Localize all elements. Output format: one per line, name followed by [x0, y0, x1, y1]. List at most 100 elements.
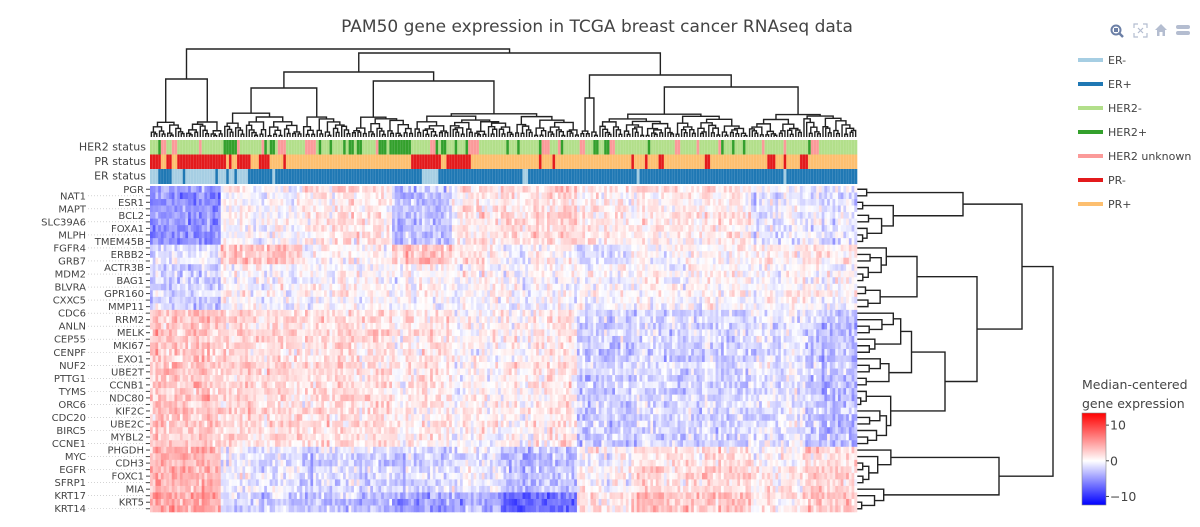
heatmap-cell[interactable]	[413, 238, 417, 245]
heatmap-cell[interactable]	[827, 199, 831, 206]
heatmap-cell[interactable]	[682, 270, 686, 278]
heatmap-cell[interactable]	[511, 244, 515, 252]
heatmap-cell[interactable]	[538, 238, 542, 245]
track-segment[interactable]	[266, 140, 270, 155]
heatmap-cell[interactable]	[266, 186, 270, 193]
heatmap-cell[interactable]	[299, 251, 303, 259]
heatmap-cell[interactable]	[693, 257, 697, 265]
heatmap-cell[interactable]	[598, 257, 602, 265]
heatmap-cell[interactable]	[821, 186, 825, 193]
heatmap-cell[interactable]	[832, 244, 836, 252]
heatmap-cell[interactable]	[204, 212, 208, 219]
track-segment[interactable]	[470, 154, 540, 170]
heatmap-cell[interactable]	[226, 270, 230, 278]
heatmap-cell[interactable]	[196, 205, 200, 213]
heatmap-cell[interactable]	[204, 257, 208, 265]
heatmap-cell[interactable]	[340, 212, 344, 219]
heatmap-cell[interactable]	[808, 186, 812, 193]
heatmap-cell[interactable]	[397, 264, 401, 272]
heatmap-cell[interactable]	[753, 225, 757, 232]
heatmap-cell[interactable]	[359, 218, 363, 226]
heatmap-cell[interactable]	[745, 186, 749, 193]
heatmap-cell[interactable]	[353, 257, 357, 265]
heatmap-cell[interactable]	[372, 205, 376, 213]
heatmap-cell[interactable]	[759, 186, 763, 193]
heatmap-cell[interactable]	[315, 192, 319, 200]
heatmap-cell[interactable]	[682, 205, 686, 213]
heatmap-cell[interactable]	[340, 231, 344, 239]
heatmap-cell[interactable]	[563, 225, 567, 232]
heatmap-cell[interactable]	[827, 264, 831, 272]
heatmap-cell[interactable]	[680, 231, 684, 239]
heatmap-cell[interactable]	[171, 199, 175, 206]
heatmap-cell[interactable]	[647, 231, 651, 239]
heatmap-cell[interactable]	[481, 218, 485, 226]
heatmap-cell[interactable]	[400, 238, 404, 245]
heatmap-cell[interactable]	[446, 238, 450, 245]
heatmap-cell[interactable]	[802, 199, 806, 206]
heatmap-cell[interactable]	[239, 238, 243, 245]
heatmap-cell[interactable]	[163, 186, 167, 193]
heatmap-cell[interactable]	[177, 199, 181, 206]
heatmap-cell[interactable]	[631, 270, 635, 278]
heatmap-cell[interactable]	[772, 192, 776, 200]
heatmap-cell[interactable]	[364, 231, 368, 239]
heatmap-cell[interactable]	[305, 238, 309, 245]
heatmap-cell[interactable]	[234, 244, 238, 252]
heatmap-cell[interactable]	[405, 199, 409, 206]
heatmap-cell[interactable]	[566, 257, 570, 265]
heatmap-cell[interactable]	[174, 225, 178, 232]
heatmap-cell[interactable]	[631, 264, 635, 272]
heatmap-cell[interactable]	[568, 218, 572, 226]
heatmap-cell[interactable]	[612, 225, 616, 232]
heatmap-cell[interactable]	[587, 264, 591, 272]
heatmap-cell[interactable]	[209, 225, 213, 232]
track-segment[interactable]	[519, 140, 540, 155]
heatmap-cell[interactable]	[568, 231, 572, 239]
heatmap-cell[interactable]	[691, 205, 695, 213]
heatmap-cell[interactable]	[495, 192, 499, 200]
heatmap-cell[interactable]	[639, 225, 643, 232]
heatmap-cell[interactable]	[742, 218, 746, 226]
heatmap-cell[interactable]	[506, 231, 510, 239]
heatmap-cell[interactable]	[285, 277, 289, 285]
heatmap-cell[interactable]	[549, 199, 553, 206]
heatmap-cell[interactable]	[848, 212, 852, 219]
heatmap-cell[interactable]	[150, 244, 154, 252]
heatmap-cell[interactable]	[805, 199, 809, 206]
heatmap-cell[interactable]	[761, 199, 765, 206]
heatmap-cell[interactable]	[424, 225, 428, 232]
heatmap-cell[interactable]	[685, 251, 689, 259]
heatmap-cell[interactable]	[808, 244, 812, 252]
heatmap-cell[interactable]	[392, 270, 396, 278]
heatmap-cell[interactable]	[530, 264, 534, 272]
heatmap-cell[interactable]	[737, 264, 741, 272]
heatmap-cell[interactable]	[476, 244, 480, 252]
heatmap-cell[interactable]	[261, 244, 265, 252]
heatmap-cell[interactable]	[209, 244, 213, 252]
heatmap-cell[interactable]	[381, 277, 385, 285]
heatmap-cell[interactable]	[392, 212, 396, 219]
heatmap-cell[interactable]	[169, 192, 173, 200]
heatmap-cell[interactable]	[394, 244, 398, 252]
heatmap-cell[interactable]	[560, 199, 564, 206]
heatmap-cell[interactable]	[837, 270, 841, 278]
heatmap-cell[interactable]	[196, 238, 200, 245]
heatmap-cell[interactable]	[198, 218, 202, 226]
heatmap-cell[interactable]	[479, 218, 483, 226]
heatmap-cell[interactable]	[742, 186, 746, 193]
heatmap-cell[interactable]	[337, 238, 341, 245]
heatmap-cell[interactable]	[693, 264, 697, 272]
heatmap-cell[interactable]	[503, 199, 507, 206]
heatmap-cell[interactable]	[818, 225, 822, 232]
heatmap-cell[interactable]	[432, 225, 436, 232]
heatmap-cell[interactable]	[517, 218, 521, 226]
heatmap-cell[interactable]	[337, 277, 341, 285]
heatmap-cell[interactable]	[783, 205, 787, 213]
heatmap-cell[interactable]	[846, 231, 850, 239]
heatmap-cell[interactable]	[451, 192, 455, 200]
heatmap-cell[interactable]	[340, 257, 344, 265]
heatmap-cell[interactable]	[438, 277, 442, 285]
heatmap-cell[interactable]	[280, 244, 284, 252]
heatmap-cell[interactable]	[623, 186, 627, 193]
